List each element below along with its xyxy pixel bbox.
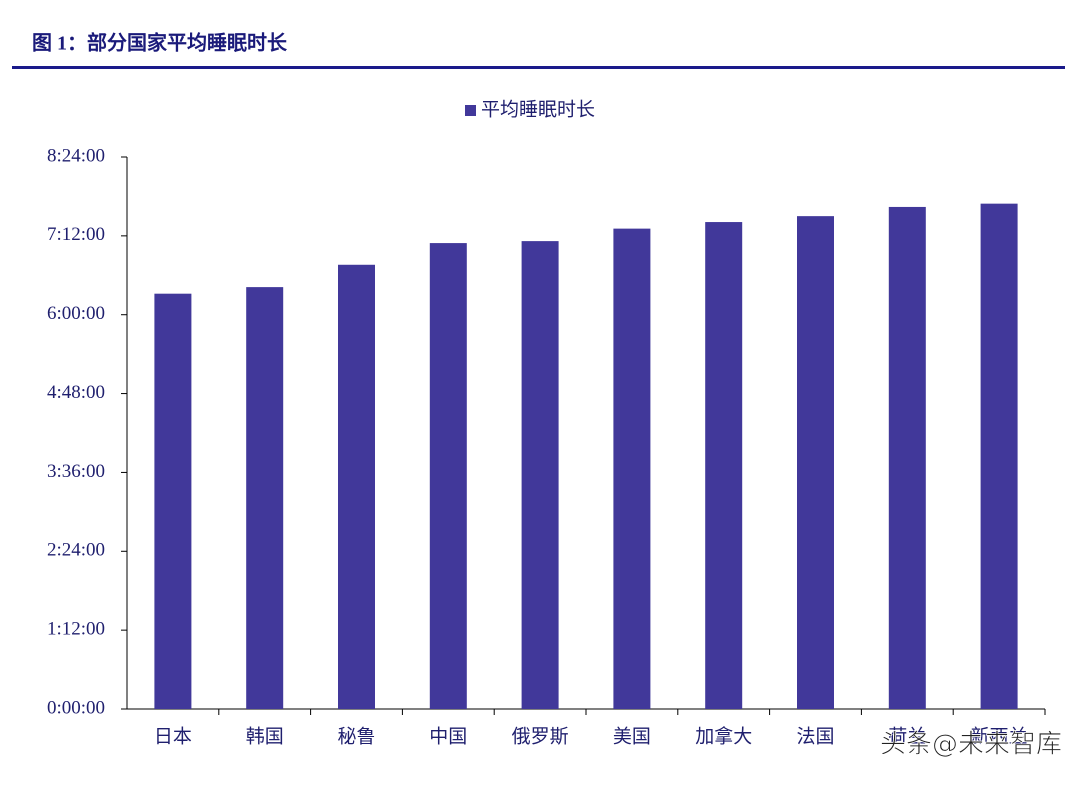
x-tick-label: 韩国	[246, 725, 284, 747]
bar	[154, 293, 192, 709]
x-tick-label: 日本	[154, 725, 192, 747]
watermark: 头条@未来智库	[880, 730, 1062, 760]
bar	[980, 203, 1018, 709]
x-tick-label: 俄罗斯	[512, 725, 569, 747]
legend-swatch	[465, 105, 476, 116]
bar	[429, 243, 467, 710]
y-tick-label: 4:48:00	[47, 382, 105, 403]
x-tick-label: 加拿大	[695, 724, 752, 747]
x-tick-label: 新西兰	[971, 725, 1028, 747]
y-tick-label: 6:00:00	[47, 303, 105, 324]
y-tick-label: 2:24:00	[47, 540, 105, 561]
bar	[338, 264, 375, 709]
bar	[521, 241, 559, 709]
legend-label: 平均睡眠时长	[481, 98, 595, 120]
bar	[246, 287, 284, 709]
bar	[705, 222, 743, 710]
bar	[888, 206, 926, 709]
x-tick-label: 法国	[796, 725, 834, 747]
figure-title: 图 1：部分国家平均睡眠时长	[32, 31, 288, 55]
y-tick-label: 7:12:00	[47, 224, 105, 245]
y-tick-label: 3:36:00	[47, 461, 105, 482]
bar	[797, 216, 834, 709]
x-tick-label: 荷兰	[888, 725, 926, 747]
y-tick-label: 0:00:00	[47, 697, 105, 718]
y-tick-label: 1:12:00	[47, 619, 105, 640]
x-tick-label: 秘鲁	[337, 725, 375, 747]
x-tick-label: 美国	[613, 725, 651, 747]
y-tick-label: 8:24:00	[47, 145, 105, 166]
x-tick-label: 中国	[429, 725, 467, 747]
bar	[613, 228, 651, 709]
header-rule	[12, 66, 1065, 69]
